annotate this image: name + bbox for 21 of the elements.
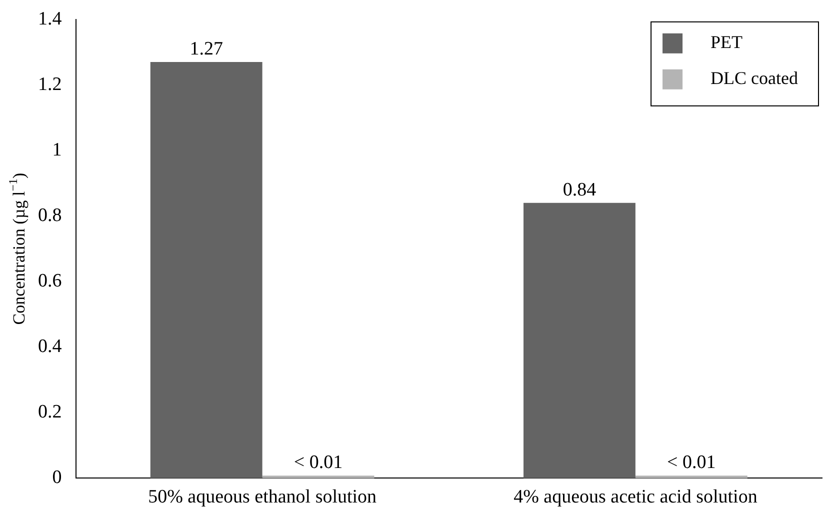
y-axis-title: Concentration (µg l−1) <box>6 172 28 325</box>
x-tick-label: 4% aqueous acetic acid solution <box>514 486 758 508</box>
legend-label: DLC coated <box>710 68 798 88</box>
bar <box>635 476 748 478</box>
data-label: 1.27 <box>190 38 223 60</box>
data-label: < 0.01 <box>667 452 716 474</box>
data-label: < 0.01 <box>294 452 343 474</box>
legend-label: PET <box>710 32 743 52</box>
data-label: 0.84 <box>562 179 597 200</box>
y-tick-label: 1.4 <box>38 8 62 30</box>
y-tick-label: 0.6 <box>38 270 62 292</box>
bar <box>262 476 374 478</box>
y-tick-label: 0.8 <box>38 205 62 226</box>
y-tick-label: 1.2 <box>38 74 62 95</box>
x-tick-label: 50% aqueous ethanol solution <box>148 486 378 508</box>
bar <box>150 62 262 478</box>
y-tick-label: 1 <box>52 139 62 160</box>
y-tick-label: 0.2 <box>38 402 62 423</box>
y-tick-label: 0.4 <box>38 336 62 358</box>
y-tick-label: 0 <box>52 467 62 488</box>
bar <box>524 202 636 478</box>
